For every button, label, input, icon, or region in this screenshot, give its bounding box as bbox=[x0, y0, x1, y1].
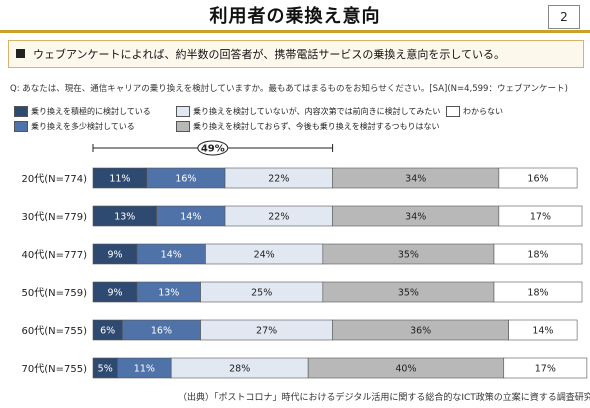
summary-box: ウェブアンケートによれば、約半数の回答者が、携帯電話サービスの乗換え意向を示して… bbox=[8, 40, 584, 68]
data-label: 18% bbox=[527, 250, 548, 261]
legend-swatch bbox=[14, 121, 28, 132]
category-label: 20代(N=774) bbox=[22, 173, 88, 185]
data-label: 17% bbox=[535, 364, 556, 375]
legend-item-unknown: わからない bbox=[446, 106, 503, 117]
data-label: 34% bbox=[405, 174, 426, 185]
data-label: 9% bbox=[107, 250, 122, 261]
data-label: 27% bbox=[256, 326, 277, 337]
legend-label: 乗り換えを多少検討している bbox=[31, 122, 135, 131]
data-label: 14% bbox=[532, 326, 553, 337]
bar-segment bbox=[493, 243, 583, 265]
title-divider bbox=[0, 30, 590, 33]
data-label: 17% bbox=[530, 212, 551, 223]
data-label: 16% bbox=[151, 326, 172, 337]
page-number: 2 bbox=[548, 5, 580, 29]
data-label: 40% bbox=[395, 364, 416, 375]
data-label: 11% bbox=[134, 364, 155, 375]
data-label: 13% bbox=[158, 288, 179, 299]
data-label: 14% bbox=[180, 212, 201, 223]
data-label: 16% bbox=[175, 174, 196, 185]
stacked-bar-chart: 49% 20代(N=774) 11% 16% 22% 34% 16% 30代(N=779) 13… bbox=[22, 140, 588, 379]
data-label: 18% bbox=[527, 288, 548, 299]
data-label: 28% bbox=[229, 364, 250, 375]
data-label: 22% bbox=[268, 174, 289, 185]
data-label: 13% bbox=[114, 212, 135, 223]
category-label: 50代(N=759) bbox=[22, 287, 88, 299]
summary-text: ウェブアンケートによれば、約半数の回答者が、携帯電話サービスの乗換え意向を示して… bbox=[33, 48, 506, 61]
data-label: 11% bbox=[109, 174, 130, 185]
legend-swatch bbox=[446, 106, 460, 117]
data-label: 9% bbox=[107, 288, 122, 299]
data-label: 35% bbox=[398, 288, 419, 299]
bullet-square-icon bbox=[16, 49, 25, 58]
annotation-oval bbox=[197, 140, 229, 156]
data-label: 14% bbox=[161, 250, 182, 261]
survey-question: Q: あなたは、現在、通信キャリアの乗り換えを検討していますか。最もあてはまるも… bbox=[10, 84, 568, 94]
bar-segment bbox=[493, 281, 583, 303]
data-label: 35% bbox=[398, 250, 419, 261]
legend-swatch bbox=[176, 121, 190, 132]
legend-item-somewhat: 乗り換えを多少検討している bbox=[14, 121, 135, 132]
data-label: 24% bbox=[254, 250, 275, 261]
data-label: 36% bbox=[410, 326, 431, 337]
data-label: 34% bbox=[405, 212, 426, 223]
category-label: 30代(N=779) bbox=[22, 211, 88, 223]
bar-segment bbox=[498, 205, 583, 227]
legend-item-active: 乗り換えを積極的に検討している bbox=[14, 106, 151, 117]
bar-segment bbox=[498, 167, 578, 189]
category-label: 60代(N=755) bbox=[22, 325, 88, 337]
legend-item-not: 乗り換えを検討しておらず、今後も乗り換えを検討するつもりはない bbox=[176, 121, 439, 132]
source-note: （出典）「ポストコロナ」時代におけるデジタル活用に関する総合的なICT政策の立案… bbox=[178, 393, 590, 403]
legend-label: 乗り換えを積極的に検討している bbox=[31, 107, 151, 116]
category-label: 40代(N=777) bbox=[22, 249, 88, 261]
legend-label: わからない bbox=[463, 107, 503, 116]
legend-label: 乗り換えを検討していないが、内容次第では前向きに検討してみたい bbox=[193, 107, 441, 116]
data-label: 5% bbox=[98, 364, 113, 375]
legend-swatch bbox=[176, 106, 190, 117]
data-label: 6% bbox=[100, 326, 115, 337]
legend-swatch bbox=[14, 106, 28, 117]
data-label: 16% bbox=[527, 174, 548, 185]
category-label: 70代(N=755) bbox=[22, 363, 88, 375]
page-title: 利用者の乗換え意向 bbox=[209, 6, 381, 27]
annotation-label: 49% bbox=[201, 144, 225, 155]
data-label: 22% bbox=[268, 212, 289, 223]
legend-item-maybe: 乗り換えを検討していないが、内容次第では前向きに検討してみたい bbox=[176, 106, 440, 117]
bar-segment bbox=[503, 357, 588, 379]
legend-label: 乗り換えを検討しておらず、今後も乗り換えを検討するつもりはない bbox=[193, 122, 440, 131]
bar-segment bbox=[508, 319, 578, 341]
data-label: 25% bbox=[251, 288, 272, 299]
